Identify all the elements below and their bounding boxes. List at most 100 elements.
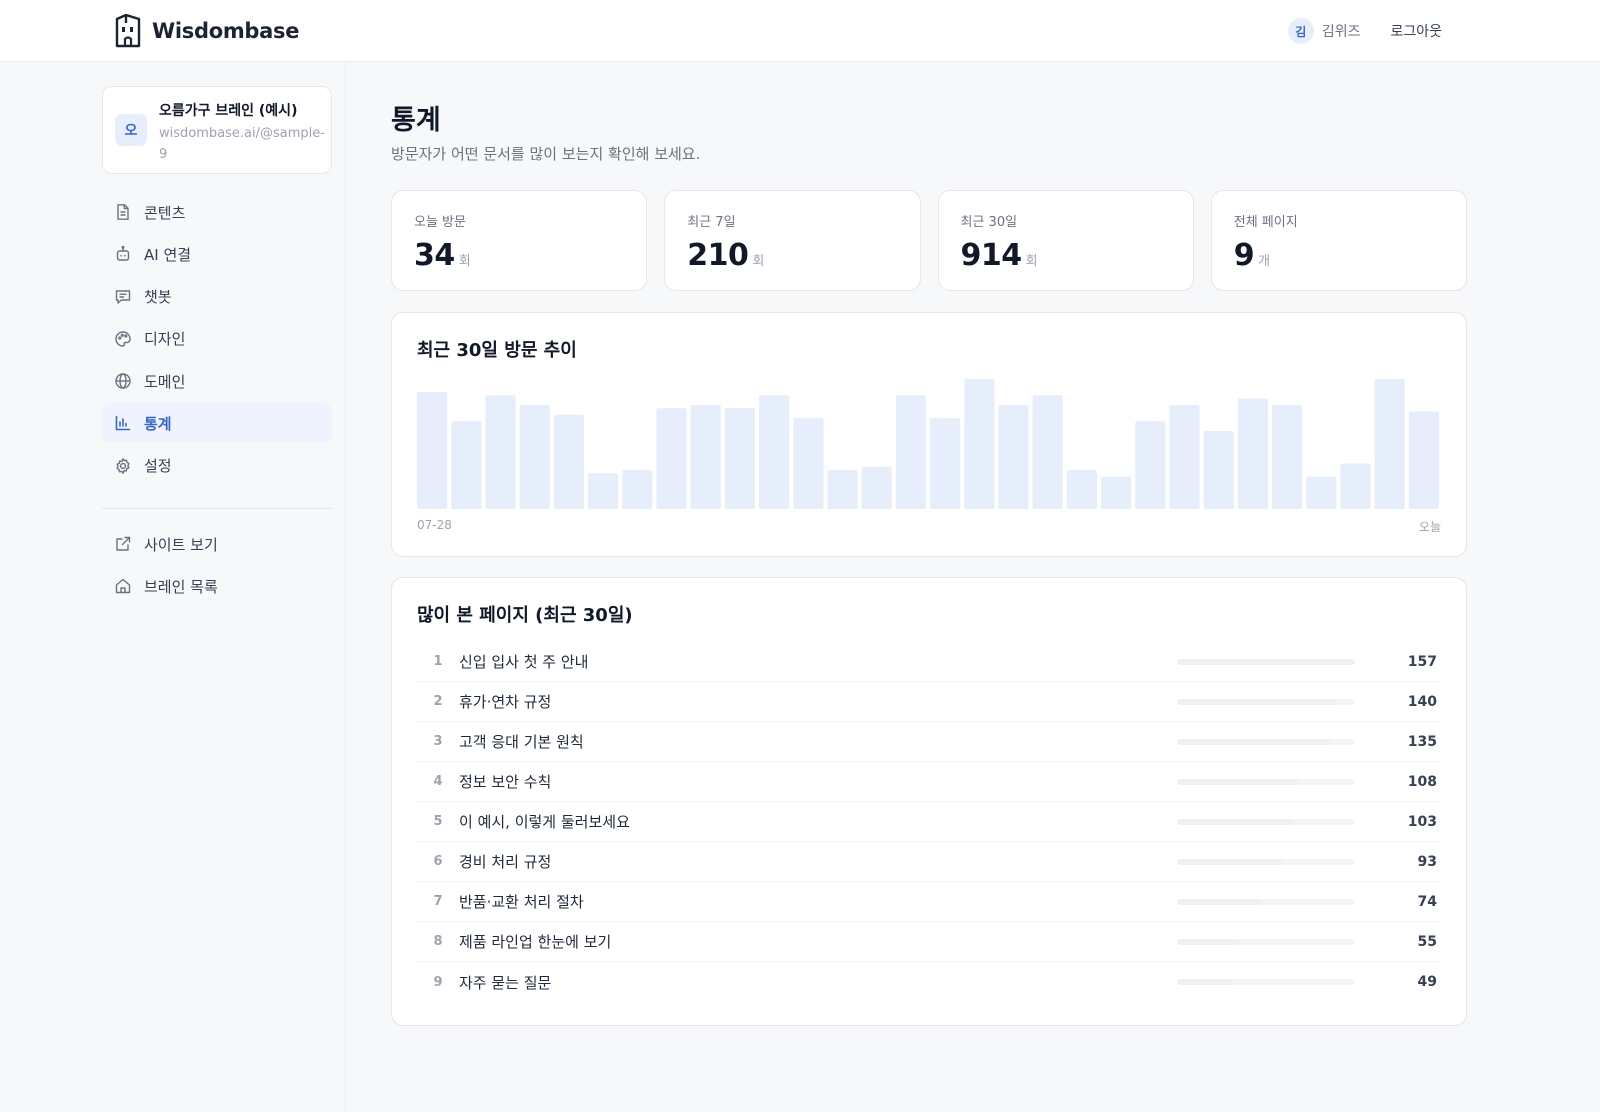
page-bar-fill <box>1177 858 1283 865</box>
brain-title: 오름가구 브레인 (예시) <box>159 103 298 119</box>
page-subtitle: 방문자가 어떤 문서를 많이 보는지 확인해 보세요. <box>391 145 701 163</box>
user-area: 김 김위즈 로그아웃 <box>1287 18 1442 44</box>
chart-bar <box>690 405 721 509</box>
sidebar-divider <box>102 508 332 509</box>
page-bar <box>1177 858 1355 865</box>
sidebar-item-label: 도메인 <box>144 372 186 391</box>
stat-label: 오늘 방문 <box>414 215 466 230</box>
page-name-link[interactable]: 휴가·연차 규정 <box>459 693 552 711</box>
table-row[interactable]: 6 경비 처리 규정 93 <box>417 842 1441 882</box>
chart-x-start-label: 07-28 <box>417 518 452 532</box>
page-rank: 5 <box>433 814 443 829</box>
trend-bar-chart <box>417 379 1439 509</box>
user-name: 김위즈 <box>1321 24 1361 40</box>
chart-bar <box>759 395 790 509</box>
page-rank: 6 <box>433 854 443 869</box>
page-name-link[interactable]: 자주 묻는 질문 <box>459 973 552 992</box>
page-bar-fill <box>1177 698 1336 705</box>
sidebar-item-label: 디자인 <box>144 330 186 349</box>
stat-card-today: 오늘 방문 34 회 <box>391 190 648 291</box>
table-row[interactable]: 5 이 예시, 이렇게 둘러보세요 103 <box>417 802 1441 842</box>
chart-bar <box>1169 405 1200 509</box>
table-row[interactable]: 8 제품 라인업 한눈에 보기 55 <box>417 922 1441 962</box>
sidebar-item-domain[interactable]: 도메인 <box>102 361 332 401</box>
chart-bar <box>451 421 482 509</box>
page-bar-fill <box>1177 898 1261 905</box>
page-name-link[interactable]: 고객 응대 기본 원칙 <box>459 733 584 751</box>
chart-bar <box>724 408 755 509</box>
stat-card-30days: 최근 30일 914 회 <box>937 190 1194 291</box>
table-row[interactable]: 2 휴가·연차 규정 140 <box>417 682 1441 722</box>
chart-bar <box>895 395 926 509</box>
page-bar-fill <box>1177 778 1300 785</box>
stat-label: 최근 7일 <box>687 215 736 230</box>
sidebar-item-label: AI 연결 <box>144 245 192 264</box>
chart-bar <box>1237 398 1268 509</box>
chart-bar <box>656 408 687 509</box>
brain-url: wisdombase.ai/@sample-9 <box>159 126 325 162</box>
page-bar-fill <box>1177 938 1240 945</box>
page-name-link[interactable]: 이 예시, 이렇게 둘러보세요 <box>459 813 630 831</box>
stat-cards: 오늘 방문 34 회 최근 7일 210 회 최근 30일 914 회 전체 페이지 … <box>391 190 1467 291</box>
gear-icon <box>114 457 132 475</box>
chart-bar <box>417 392 448 509</box>
sidebar-item-label: 콘텐츠 <box>144 203 186 222</box>
page-name-link[interactable]: 반품·교환 처리 절차 <box>459 893 584 911</box>
table-row[interactable]: 3 고객 응대 기본 원칙 135 <box>417 722 1441 762</box>
chart-bar <box>519 405 550 509</box>
sidebar-item-settings[interactable]: 설정 <box>102 446 332 486</box>
top-pages-list: 1 신입 입사 첫 주 안내 157 2 휴가·연차 규정 140 3 고객 응대 기본 원칙… <box>417 642 1441 1002</box>
chart-bar <box>930 418 961 509</box>
sidebar-item-label: 브레인 목록 <box>144 577 218 596</box>
sidebar-item-label: 통계 <box>144 414 172 433</box>
table-row[interactable]: 4 정보 보안 수칙 108 <box>417 762 1441 802</box>
chart-bar <box>964 379 995 509</box>
chart-bar <box>1340 463 1371 509</box>
logout-button[interactable]: 로그아웃 <box>1390 24 1442 40</box>
brain-card[interactable]: 오 오름가구 브레인 (예시) wisdombase.ai/@sample-9 <box>102 86 332 174</box>
table-row[interactable]: 9 자주 묻는 질문 49 <box>417 962 1441 1002</box>
page-name-link[interactable]: 신입 입사 첫 주 안내 <box>459 653 589 671</box>
chart-bar <box>861 466 892 509</box>
page-count: 103 <box>1407 813 1437 830</box>
sidebar-item-chatbot[interactable]: 챗봇 <box>102 277 332 317</box>
sidebar-item-ai[interactable]: AI 연결 <box>102 234 332 274</box>
chat-icon <box>114 288 132 306</box>
top-bar: Wisdombase 김 김위즈 로그아웃 <box>0 0 1600 62</box>
chart-bar <box>622 470 653 509</box>
chart-bar <box>793 418 824 509</box>
page-bar <box>1177 979 1355 985</box>
chart-bar <box>1135 421 1166 509</box>
robot-icon <box>114 245 132 263</box>
page-count: 74 <box>1417 893 1437 910</box>
brand-name: Wisdombase <box>152 19 300 43</box>
sidebar-item-label: 사이트 보기 <box>144 535 218 554</box>
sidebar: 오 오름가구 브레인 (예시) wisdombase.ai/@sample-9 … <box>0 62 346 1112</box>
sidebar-item-stats[interactable]: 통계 <box>102 403 332 444</box>
chart-bar <box>1101 476 1132 509</box>
external-link-icon <box>114 535 132 553</box>
brand[interactable]: Wisdombase <box>114 13 299 49</box>
page-name-link[interactable]: 정보 보안 수칙 <box>459 773 552 791</box>
stat-label: 최근 30일 <box>960 215 1018 230</box>
chart-title: 최근 30일 방문 추이 <box>417 340 577 361</box>
chart-bar <box>485 395 516 509</box>
sidebar-item-brain-list[interactable]: 브레인 목록 <box>102 566 332 606</box>
home-icon <box>114 577 132 595</box>
page-rank: 2 <box>433 694 443 709</box>
avatar[interactable]: 김 <box>1287 18 1314 44</box>
chart-bar <box>1272 405 1303 509</box>
page-name-link[interactable]: 경비 처리 규정 <box>459 853 552 871</box>
page-count: 55 <box>1417 933 1437 950</box>
page-rank: 3 <box>433 734 443 749</box>
page-count: 157 <box>1407 653 1437 670</box>
sidebar-item-design[interactable]: 디자인 <box>102 319 332 359</box>
table-row[interactable]: 7 반품·교환 처리 절차 74 <box>417 882 1441 922</box>
brain-badge: 오 <box>115 114 147 146</box>
sidebar-item-view-site[interactable]: 사이트 보기 <box>102 524 332 564</box>
bar-chart-icon <box>114 414 132 432</box>
table-row[interactable]: 1 신입 입사 첫 주 안내 157 <box>417 642 1441 682</box>
sidebar-item-content[interactable]: 콘텐츠 <box>102 192 332 232</box>
page-name-link[interactable]: 제품 라인업 한눈에 보기 <box>459 933 612 951</box>
